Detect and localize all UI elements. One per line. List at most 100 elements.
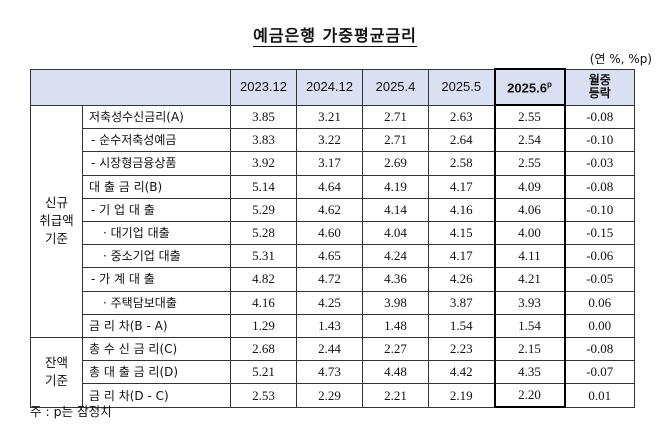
table-row: - 시장형금융상품 3.92 3.17 2.69 2.58 2.55 -0.03 — [31, 151, 635, 176]
table-row: 대 출 금 리(B) 5.14 4.64 4.19 4.17 4.09 -0.0… — [31, 174, 635, 199]
table-cell: 2.21 — [362, 383, 429, 408]
table-cell: 2.58 — [428, 151, 495, 176]
row-label: · 대기업 대출 — [82, 220, 231, 246]
table-cell: 2.23 — [428, 336, 495, 362]
table-cell: 2.54 — [493, 128, 566, 153]
table-cell: 3.98 — [362, 290, 429, 315]
header-row: 2023.12 2024.12 2025.4 2025.5 2025.6p 월중… — [30, 68, 635, 106]
table-row: 총 대 출 금 리(D) 5.21 4.73 4.48 4.42 4.35 -0… — [31, 360, 635, 385]
table-cell: -0.05 — [564, 267, 635, 292]
table-cell: 2.53 — [230, 383, 297, 408]
table-cell: 3.87 — [428, 290, 495, 315]
row-label: - 가 계 대 출 — [82, 267, 231, 292]
table-cell: 4.15 — [428, 220, 495, 246]
interest-rate-table: 2023.12 2024.12 2025.4 2025.5 2025.6p 월중… — [30, 68, 635, 409]
header-category-cell — [30, 68, 231, 106]
row-label: - 기 업 대 출 — [82, 197, 231, 222]
table-cell: 4.19 — [362, 174, 429, 199]
table-cell: 2.71 — [362, 104, 429, 130]
table-cell: 1.43 — [296, 313, 363, 338]
table-cell: 3.17 — [296, 151, 363, 176]
table-cell: 4.64 — [296, 174, 363, 199]
table-cell: 2.20 — [493, 383, 566, 409]
table-cell: 2.55 — [493, 151, 566, 176]
table-cell: 1.29 — [230, 313, 297, 338]
table-cell: -0.15 — [564, 220, 635, 246]
table-row: - 기 업 대 출 5.29 4.62 4.14 4.16 4.06 -0.10 — [31, 197, 635, 222]
table-cell: 3.21 — [296, 104, 363, 130]
table-cell: 1.48 — [362, 313, 429, 338]
table-cell: 1.54 — [493, 313, 566, 338]
group-new-transaction: 신규 취급액 기준 — [30, 104, 83, 338]
table-cell: 5.14 — [230, 174, 297, 199]
table-cell: 2.68 — [230, 336, 297, 362]
table-cell: 4.62 — [296, 197, 363, 222]
table-cell: 2.55 — [493, 104, 566, 130]
table-cell: -0.07 — [564, 360, 635, 385]
table-cell: 4.21 — [493, 267, 566, 292]
table-cell: 4.65 — [296, 244, 363, 269]
table-cell: 2.15 — [493, 336, 566, 362]
table-row: · 주택담보대출 4.16 4.25 3.98 3.87 3.93 0.06 — [31, 290, 635, 315]
table-row: 잔액 기준 총 수 신 금 리(C) 2.68 2.44 2.27 2.23 2.… — [30, 336, 635, 408]
table-cell: 3.22 — [296, 128, 363, 153]
table-cell: 2.27 — [362, 336, 429, 362]
table-cell: 3.83 — [230, 128, 297, 153]
table-cell: 4.25 — [296, 290, 363, 315]
table-cell: 3.85 — [230, 104, 297, 130]
table-cell: 4.73 — [296, 360, 363, 385]
table-cell: 4.00 — [493, 220, 566, 246]
row-label: 금 리 차(B - A) — [82, 313, 231, 338]
table-cell: 5.29 — [230, 197, 297, 222]
table-cell: 4.60 — [296, 220, 363, 246]
row-label: 총 수 신 금 리(C) — [82, 336, 231, 362]
table-cell: 1.54 — [428, 313, 495, 338]
row-label: - 순수저축성예금 — [82, 128, 231, 153]
group-outstanding: 잔액 기준 — [30, 336, 83, 408]
footnote: 주 : p는 잠정치 — [30, 404, 112, 419]
row-label: · 주택담보대출 — [82, 290, 231, 315]
table-cell: 4.16 — [230, 290, 297, 315]
table-cell: 0.06 — [564, 290, 635, 315]
table-cell: 2.63 — [428, 104, 495, 130]
table-row: 금 리 차(B - A) 1.29 1.43 1.48 1.54 1.54 0.… — [31, 313, 635, 338]
table-cell: 4.17 — [428, 244, 495, 269]
row-label: · 중소기업 대출 — [82, 244, 231, 269]
header-col-2025-5: 2025.5 — [428, 68, 495, 106]
header-col-monthly-change: 월중 등락 — [564, 68, 635, 106]
table-cell: 2.71 — [362, 128, 429, 153]
table-cell: 3.93 — [493, 290, 566, 315]
table-cell: 2.69 — [362, 151, 429, 176]
table-row: · 대기업 대출 5.28 4.60 4.04 4.15 4.00 -0.15 — [31, 220, 635, 246]
row-label: 대 출 금 리(B) — [82, 174, 231, 199]
table-cell: 2.44 — [296, 336, 363, 362]
table-cell: -0.08 — [564, 104, 635, 130]
table-cell: 4.04 — [362, 220, 429, 246]
table-cell: 4.14 — [362, 197, 429, 222]
table-cell: 4.36 — [362, 267, 429, 292]
unit-label: (연 %, %p) — [589, 52, 652, 66]
table-row: - 가 계 대 출 4.82 4.72 4.36 4.26 4.21 -0.05 — [31, 267, 635, 292]
table-cell: 2.29 — [296, 383, 363, 408]
table-cell: -0.08 — [564, 336, 635, 362]
table-cell: 4.09 — [493, 174, 566, 199]
table-cell: 0.00 — [564, 313, 635, 338]
header-col-2024-12: 2024.12 — [296, 68, 363, 106]
header-col-2025-4: 2025.4 — [362, 68, 429, 106]
table-cell: 4.26 — [428, 267, 495, 292]
table-cell: -0.10 — [564, 128, 635, 153]
table-cell: 4.17 — [428, 174, 495, 199]
table-row: · 중소기업 대출 5.31 4.65 4.24 4.17 4.11 -0.06 — [31, 244, 635, 269]
table-cell: 4.72 — [296, 267, 363, 292]
table-cell: 4.16 — [428, 197, 495, 222]
table-cell: -0.03 — [564, 151, 635, 176]
header-col-2023-12: 2023.12 — [230, 68, 297, 106]
table-cell: 5.28 — [230, 220, 297, 246]
header-col-2025-6: 2025.6p — [493, 68, 566, 106]
table-cell: -0.08 — [564, 174, 635, 199]
table-cell: 4.42 — [428, 360, 495, 385]
table-cell: 4.06 — [493, 197, 566, 222]
table-cell: 5.21 — [230, 360, 297, 385]
table-cell: 4.35 — [493, 360, 566, 385]
row-label: 저축성수신금리(A) — [82, 104, 231, 130]
